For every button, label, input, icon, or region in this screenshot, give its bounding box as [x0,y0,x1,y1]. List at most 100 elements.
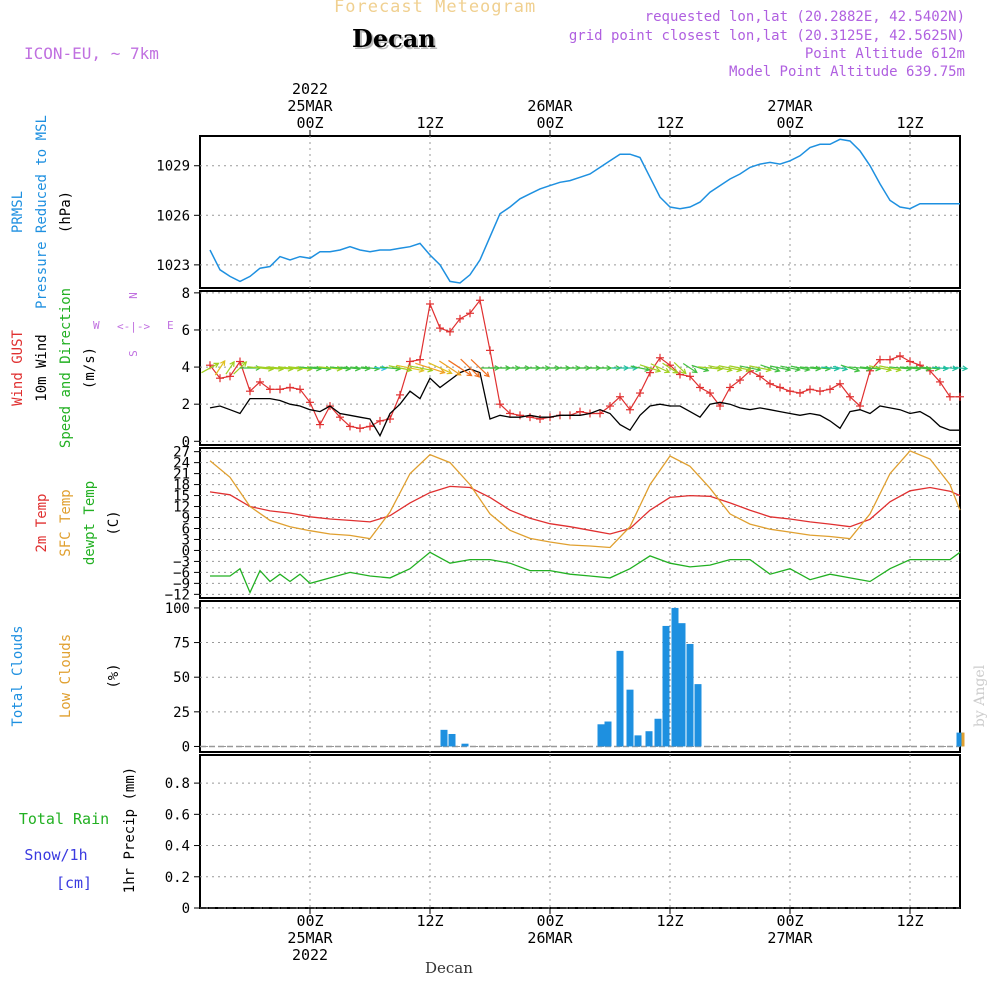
top-time-label: 12Z [416,114,443,132]
gust-marker [896,351,904,360]
total-cloud-bar [662,625,670,747]
location-title: Decan [352,24,436,53]
precip-legend-label: Snow/1h [24,846,87,864]
gust-marker [736,376,744,385]
y-tick-label: 0.4 [165,839,190,855]
bottom-time-label: 12Z [416,912,443,930]
y-tick-label: −3 [173,554,190,570]
gust-marker [946,392,954,401]
wind-arrow [350,365,371,372]
sfc-temp-line [209,450,961,549]
top-time-label: 12Z [656,114,683,132]
total-cloud-bar [686,643,694,747]
gust-marker [236,357,244,366]
gust-marker [696,383,704,392]
panel-frame [199,135,961,289]
gust-marker [576,407,584,416]
y-tick-label: 12 [173,500,190,516]
y-tick-label: 24 [173,456,190,472]
precip-axis-label: 1hr Precip (mm) [122,767,138,893]
y-tick-label: 0.8 [165,776,190,792]
wind-arrow [639,364,662,373]
gust-marker [506,409,514,418]
y-tick-label: 8 [182,286,190,302]
top-time-label: 26MAR [527,97,573,115]
wind-arrow [309,365,332,372]
chart-title: Forecast Meteogram [334,0,537,17]
temp-axis-label: dewpt Temp [82,481,98,565]
gust-marker [536,415,544,424]
wind-arrow [849,365,873,372]
gust-marker [476,296,484,305]
gust-marker [906,357,914,366]
gridpoint-coords: grid point closest lon,lat (20.3125E, 42… [568,28,965,44]
y-tick-label: 25 [173,705,190,721]
gust-marker [596,409,604,418]
wind-arrow [360,365,381,372]
wind-arrow [630,365,651,372]
compass-e-label: E [167,319,174,332]
y-tick-label: 15 [173,489,190,505]
y-tick-label: 3 [182,532,190,548]
gust-marker [956,392,964,401]
model-label: ICON-EU, ~ 7km [24,44,159,63]
gust-marker [716,402,724,411]
y-tick-label: −12 [165,587,190,603]
gust-marker [606,402,614,411]
total-cloud-bar [654,718,662,747]
gust-marker [686,372,694,381]
panel-3: 0 25 50 75 100 [165,600,961,755]
gust-marker [936,377,944,386]
gust-marker [816,387,824,396]
total-cloud-bar [678,623,686,747]
requested-coords: requested lon,lat (20.2882E, 42.5402N) [644,9,965,25]
gust-marker [436,324,444,333]
y-tick-label: 1023 [156,258,190,274]
wind-arrow [299,365,323,372]
gust-marker [246,387,254,396]
bottom-time-label: 00Z [776,912,803,930]
y-tick-label: −9 [173,576,190,592]
wind-arrow [810,365,831,372]
panel-frame [199,754,961,909]
gust-marker [266,385,274,394]
pressure-line [209,138,960,284]
wind-axis-label: (m/s) [82,347,98,389]
gust-marker [616,392,624,401]
total-cloud-bar [626,689,634,747]
gust-marker [756,372,764,381]
pressure-axis-label: PRMSL [10,191,26,233]
wind-arrow [920,365,941,372]
wind-arrow [460,358,481,378]
wind-arrow [340,365,361,372]
wind-arrow [448,359,473,377]
panel-4: 0 0.2 0.4 0.6 0.8 [165,754,961,917]
wind-axis-label: Speed and Direction [58,288,74,448]
wind-arrow [415,362,446,375]
gust-marker [486,346,494,355]
total-cloud-bar [956,732,964,747]
gust-marker [706,389,714,398]
y-tick-label: 4 [182,360,190,376]
gust-marker [366,422,374,431]
y-tick-label: 0.6 [165,807,190,823]
y-tick-label: 27 [173,445,190,461]
gust-marker [276,385,284,394]
total-cloud-bar [694,684,702,747]
total-cloud-bar [597,724,605,747]
gust-marker [766,379,774,388]
cloud-axis-label: Total Clouds [10,625,26,726]
wind-arrow [662,362,679,374]
wind-arrow [439,360,462,376]
wind-arrow [682,363,698,374]
temp-axis-label: 2m Temp [34,493,50,552]
y-tick-label: 21 [173,467,190,483]
bottom-time-label: 25MAR [287,929,333,947]
wind-arrow [832,365,849,372]
gust-marker [306,398,314,407]
panel-frame [199,447,961,599]
gust-marker [526,413,534,422]
y-tick-label: 0.2 [165,870,190,886]
bottom-time-label: 2022 [292,946,328,964]
y-tick-label: 2 [182,397,190,413]
